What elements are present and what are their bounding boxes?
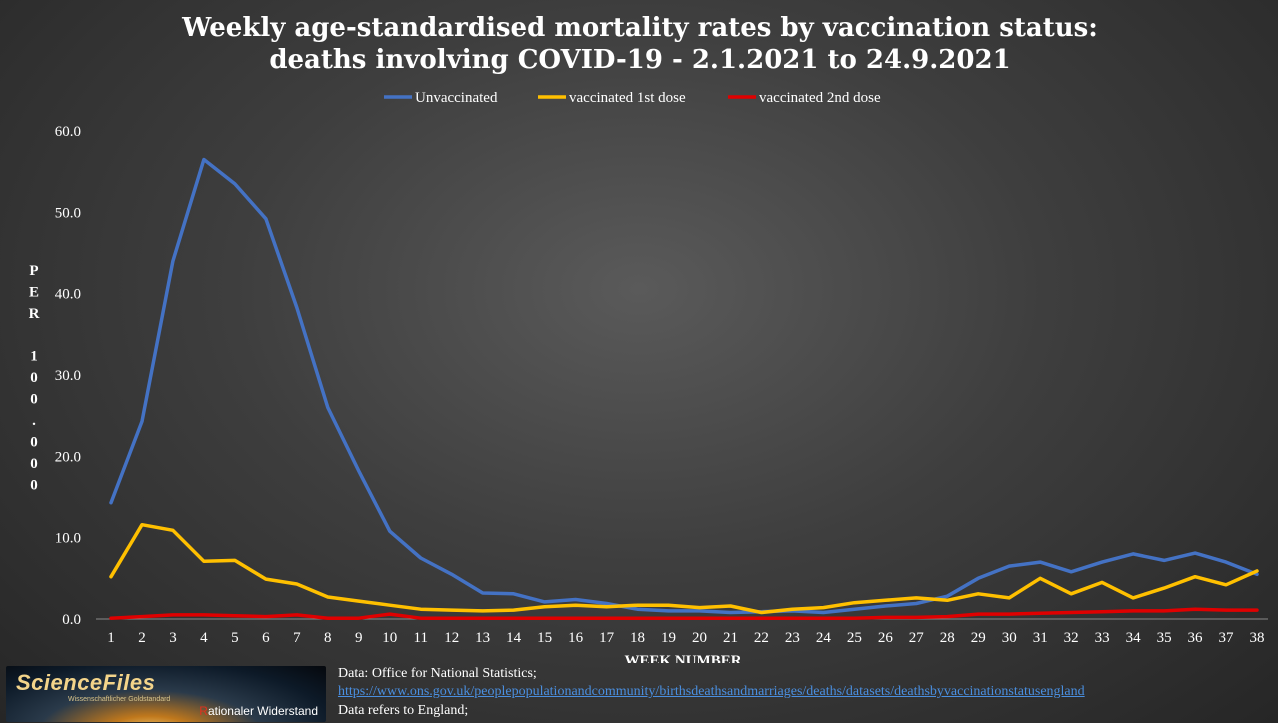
chart-series <box>109 157 1259 620</box>
x-tick-label: 11 <box>414 630 428 646</box>
x-tick-label: 24 <box>816 630 832 646</box>
x-tick-label: 27 <box>909 630 925 646</box>
footer: ScienceFiles Wissenschaftlicher Goldstan… <box>0 663 1278 723</box>
legend-label-unvaccinated: Unvaccinated <box>415 90 498 106</box>
x-tick-label: 22 <box>754 630 769 646</box>
y-tick-label: 0.0 <box>62 612 81 628</box>
x-axis-ticks: 1 2 3 4 5 6 7 8 9 10 11 12 13 14 15 16 17 18 19 20 21 22 23 24 2… <box>107 630 1264 646</box>
x-tick-label: 7 <box>293 630 301 646</box>
source-link[interactable]: https://www.ons.gov.uk/peoplepopulationa… <box>338 684 1085 699</box>
x-tick-label: 21 <box>723 630 738 646</box>
chart-title-line-1: Weekly age-standardised mortality rates … <box>181 13 1098 43</box>
x-tick-label: 20 <box>692 630 707 646</box>
x-tick-label: 12 <box>444 630 459 646</box>
x-tick-label: 36 <box>1188 630 1204 646</box>
x-tick-label: 3 <box>169 630 177 646</box>
x-tick-label: 34 <box>1126 630 1142 646</box>
legend-label-vaccinated-1st-dose: vaccinated 1st dose <box>569 90 686 106</box>
x-tick-label: 10 <box>382 630 397 646</box>
legend-label-vaccinated-2nd-dose: vaccinated 2nd dose <box>759 90 881 106</box>
x-tick-label: 38 <box>1250 630 1265 646</box>
x-tick-label: 33 <box>1095 630 1110 646</box>
x-tick-label: 30 <box>1002 630 1017 646</box>
y-tick-label: 50.0 <box>55 205 81 221</box>
y-tick-label: 20.0 <box>55 449 81 465</box>
y-tick-label: 10.0 <box>55 531 81 547</box>
series-line-vaccinated-2nd-dose <box>109 607 1259 620</box>
chart-title: Weekly age-standardised mortality rates … <box>181 13 1098 75</box>
x-tick-label: 25 <box>847 630 862 646</box>
logo-wordmark: ScienceFiles <box>16 670 156 695</box>
source-text: Data: Office for National Statistics; <box>338 666 537 681</box>
chart-legend: Unvaccinated vaccinated 1st dose vaccinate… <box>384 90 881 106</box>
x-tick-label: 18 <box>630 630 645 646</box>
y-tick-label: 40.0 <box>55 287 81 303</box>
source-note: Data refers to England; <box>338 703 469 718</box>
logo-subtitle: Wissenschaftlicher Goldstandard <box>68 696 171 703</box>
x-tick-label: 4 <box>200 630 208 646</box>
x-tick-label: 2 <box>138 630 146 646</box>
x-tick-label: 31 <box>1033 630 1048 646</box>
x-tick-label: 17 <box>599 630 615 646</box>
x-tick-label: 8 <box>324 630 332 646</box>
x-tick-label: 29 <box>971 630 986 646</box>
x-tick-label: 1 <box>107 630 115 646</box>
y-axis-ticks: 0.0 10.0 20.0 30.0 40.0 50.0 60.0 <box>55 124 81 628</box>
sciencefiles-logo: ScienceFiles Wissenschaftlicher Goldstan… <box>6 666 326 722</box>
x-tick-label: 6 <box>262 630 270 646</box>
x-tick-label: 15 <box>537 630 552 646</box>
x-axis-label: WEEK NUMBER <box>624 653 741 663</box>
x-tick-label: 37 <box>1219 630 1235 646</box>
chart-title-line-2: deaths involving COVID-19 - 2.1.2021 to … <box>269 45 1010 75</box>
x-tick-label: 19 <box>661 630 676 646</box>
series-line-unvaccinated <box>109 157 1259 615</box>
x-tick-label: 26 <box>878 630 894 646</box>
mortality-line-chart: Weekly age-standardised mortality rates … <box>29 13 1268 663</box>
x-tick-label: 28 <box>940 630 955 646</box>
x-tick-label: 14 <box>506 630 522 646</box>
x-tick-label: 32 <box>1064 630 1079 646</box>
y-tick-label: 30.0 <box>55 368 81 384</box>
x-tick-label: 13 <box>475 630 490 646</box>
x-tick-label: 9 <box>355 630 363 646</box>
x-tick-label: 5 <box>231 630 239 646</box>
logo-tagline: Rationaler Widerstand <box>199 704 318 718</box>
y-tick-label: 60.0 <box>55 124 81 140</box>
x-tick-label: 23 <box>785 630 800 646</box>
series-line-vaccinated-1st-dose <box>109 522 1259 615</box>
x-tick-label: 35 <box>1157 630 1172 646</box>
x-tick-label: 16 <box>568 630 584 646</box>
